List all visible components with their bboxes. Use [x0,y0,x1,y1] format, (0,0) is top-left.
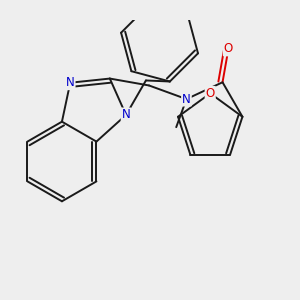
Text: N: N [182,93,191,106]
Text: O: O [224,42,233,56]
Text: N: N [66,76,75,89]
Text: O: O [206,87,215,100]
Text: N: N [122,108,130,122]
